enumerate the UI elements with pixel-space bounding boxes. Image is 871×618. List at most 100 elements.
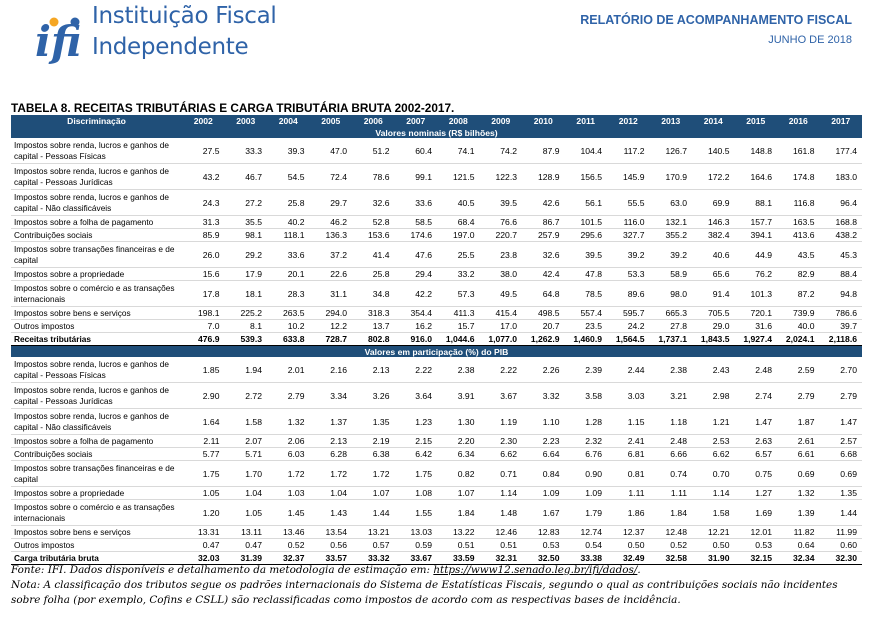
table-cell: 0.51 [479,538,522,552]
table-row: Impostos sobre renda, lucros e ganhos de… [11,382,862,409]
table-cell: 27.8 [649,319,692,333]
row-label: Contribuições sociais [11,228,182,242]
table-cell: 1.15 [607,408,650,435]
table-cell: 633.8 [267,332,310,346]
table-cell: 1.44 [352,499,395,526]
row-label: Impostos sobre a propriedade [11,486,182,500]
table-cell: 2.32 [564,434,607,448]
source-link[interactable]: https://www12.senado.leg.br/ifi/dados/ [433,564,638,576]
column-header-year: 2015 [734,115,777,127]
table-cell: 1.69 [734,499,777,526]
section-title: Valores nominais (R$ bilhões) [11,127,862,138]
table-cell: 15.6 [182,267,225,281]
table-cell: 157.7 [734,215,777,229]
table-cell: 170.9 [649,163,692,190]
table-cell: 0.90 [564,460,607,487]
table-cell: 1.43 [309,499,352,526]
table-cell: 17.8 [182,280,225,307]
table-cell: 91.4 [692,280,735,307]
table-cell: 8.1 [224,319,267,333]
table-cell: 51.2 [352,138,395,164]
table-cell: 1.11 [649,486,692,500]
table-cell: 7.0 [182,319,225,333]
table-cell: 27.2 [224,189,267,216]
institution-name-line1: Instituição Fiscal [92,3,277,29]
table-cell: 55.5 [607,189,650,216]
table-cell: 1.58 [692,499,735,526]
table-cell: 0.71 [479,460,522,487]
table-cell: 0.56 [309,538,352,552]
table-cell: 94.8 [819,280,862,307]
table-cell: 2.20 [437,434,480,448]
column-header-year: 2008 [437,115,480,127]
table-cell: 2.39 [564,357,607,383]
table-cell: 11.99 [819,525,862,539]
table-cell: 354.4 [394,306,437,320]
section-title: Valores em participação (%) do PIB [11,345,862,357]
table-cell: 101.5 [564,215,607,229]
row-label: Impostos sobre o comércio e as transaçõe… [11,499,182,526]
table-cell: 72.4 [309,163,352,190]
table-cell: 96.4 [819,189,862,216]
table-cell: 12.2 [309,319,352,333]
table-cell: 23.5 [564,319,607,333]
table-cell: 6.28 [309,447,352,461]
column-header-discriminacao: Discriminação [11,115,182,127]
table-cell: 78.6 [352,163,395,190]
row-label: Impostos sobre renda, lucros e ganhos de… [11,163,182,190]
table-cell: 23.8 [479,241,522,268]
row-label: Impostos sobre renda, lucros e ganhos de… [11,382,182,409]
table-cell: 12.74 [564,525,607,539]
table-row: Impostos sobre renda, lucros e ganhos de… [11,357,862,383]
table-cell: 29.0 [692,319,735,333]
column-header-year: 2016 [777,115,820,127]
table-cell: 98.0 [649,280,692,307]
table-cell: 0.69 [777,460,820,487]
table-cell: 32.6 [522,241,565,268]
column-header-year: 2010 [522,115,565,127]
table-cell: 33.2 [437,267,480,281]
table-cell: 595.7 [607,306,650,320]
table-cell: 1.84 [437,499,480,526]
table-cell: 39.2 [649,241,692,268]
column-header-year: 2011 [564,115,607,127]
table-cell: 13.46 [267,525,310,539]
table-cell: 1.48 [479,499,522,526]
column-header-year: 2006 [352,115,395,127]
column-header-year: 2017 [819,115,862,127]
table-cell: 27.5 [182,138,225,164]
table-cell: 32.31 [479,551,522,565]
table-cell: 132.1 [649,215,692,229]
table-cell: 1.09 [522,486,565,500]
table-cell: 0.50 [607,538,650,552]
table-cell: 64.8 [522,280,565,307]
table-cell: 12.48 [649,525,692,539]
table-cell: 0.57 [352,538,395,552]
table-cell: 145.9 [607,163,650,190]
column-header-year: 2009 [479,115,522,127]
table-cell: 117.2 [607,138,650,164]
tax-revenue-table: Discriminação 2002 2003 2004 2005 2006 2007 20… [11,115,862,565]
table-cell: 12.21 [692,525,735,539]
table-cell: 26.0 [182,241,225,268]
table-cell: 476.9 [182,332,225,346]
table-cell: 32.6 [352,189,395,216]
table-cell: 294.0 [309,306,352,320]
table-row: Impostos sobre a propriedade 15.6 17.9 20.1… [11,267,862,281]
table-cell: 1,564.5 [607,332,650,346]
table-cell: 174.6 [394,228,437,242]
table-cell: 411.3 [437,306,480,320]
table-cell: 2.13 [352,357,395,383]
table-cell: 82.9 [777,267,820,281]
table-cell: 13.11 [224,525,267,539]
table-cell: 0.69 [819,460,862,487]
table-cell: 3.64 [394,382,437,409]
table-cell: 0.82 [437,460,480,487]
table-cell: 1.39 [777,499,820,526]
table-cell: 318.3 [352,306,395,320]
table-cell: 18.1 [224,280,267,307]
table-cell: 438.2 [819,228,862,242]
table-cell: 32.49 [607,551,650,565]
table-cell: 39.5 [564,241,607,268]
table-cell: 37.2 [309,241,352,268]
